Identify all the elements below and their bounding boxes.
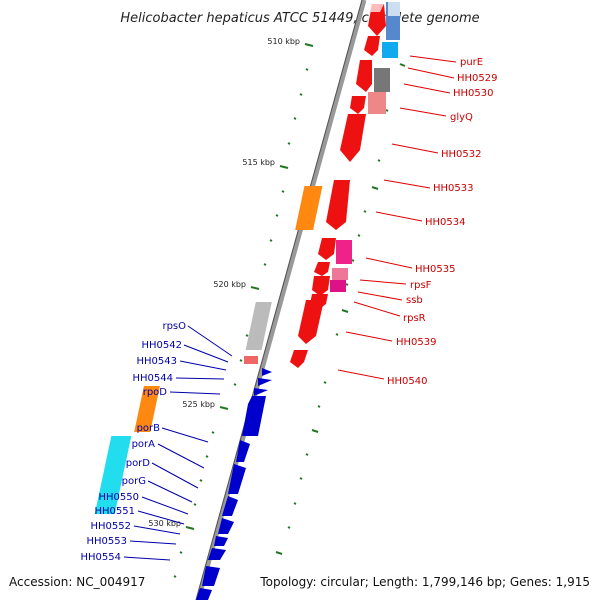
- scale-label-530: 530 kbp: [148, 519, 181, 528]
- scale-tick-515: [279, 165, 289, 169]
- gene-HH0552[interactable]: [202, 566, 220, 586]
- label-HH0540[interactable]: HH0540: [387, 376, 428, 387]
- gene-HH0534-orange[interactable]: [295, 186, 323, 230]
- label-porD[interactable]: porD: [126, 458, 151, 469]
- label-HH0550[interactable]: HH0550: [99, 492, 140, 503]
- gene-HH0532[interactable]: [350, 96, 366, 114]
- label-HH0533[interactable]: HH0533: [433, 183, 474, 194]
- gene-HH0543[interactable]: [258, 378, 272, 386]
- gene-HH0535[interactable]: [318, 238, 336, 260]
- gene-ssb-magenta[interactable]: [330, 280, 346, 292]
- gene-HH0532-pink[interactable]: [368, 92, 386, 114]
- scale-tick-530: [185, 526, 195, 530]
- gene-purE-light[interactable]: [370, 4, 384, 12]
- gene-porB[interactable]: [236, 440, 250, 462]
- gene-porD[interactable]: [222, 496, 238, 516]
- scale-label-510: 510 kbp: [267, 37, 300, 46]
- map-title: Helicobacter hepaticus ATCC 51449, compl…: [120, 11, 479, 26]
- gene-rpsF-pink[interactable]: [332, 268, 348, 280]
- label-porG[interactable]: porG: [122, 476, 146, 487]
- gene-HH0530-cyan[interactable]: [382, 42, 398, 58]
- label-HH0534[interactable]: HH0534: [425, 217, 466, 228]
- gene-HH0550[interactable]: [214, 536, 228, 546]
- label-rpsR[interactable]: rpsR: [403, 313, 426, 324]
- label-purE[interactable]: purE: [460, 57, 483, 68]
- scale-tick-520: [250, 286, 260, 290]
- scale-label-520: 520 kbp: [213, 280, 246, 289]
- label-HH0532[interactable]: HH0532: [441, 149, 482, 160]
- label-HH0551[interactable]: HH0551: [95, 506, 136, 517]
- scale-label-525: 525 kbp: [182, 400, 215, 409]
- gene-HH0535-magenta[interactable]: [336, 240, 352, 264]
- label-HH0530[interactable]: HH0530: [453, 88, 494, 99]
- gene-HH0553[interactable]: [196, 588, 212, 600]
- gene-rpsO[interactable]: [244, 356, 258, 364]
- label-HH0552[interactable]: HH0552: [91, 521, 132, 532]
- gene-HH0533[interactable]: [340, 114, 366, 162]
- label-HH0529[interactable]: HH0529: [457, 73, 498, 84]
- gene-porA[interactable]: [228, 464, 246, 494]
- label-HH0544[interactable]: HH0544: [133, 373, 174, 384]
- label-HH0542[interactable]: HH0542: [142, 340, 183, 351]
- scale-tick-525: [219, 406, 229, 410]
- gene-rpsF[interactable]: [314, 262, 330, 276]
- scale-tick-510: [304, 43, 314, 47]
- minor-ticks-right: [275, 63, 406, 555]
- gene-HH0529-blue-light[interactable]: [388, 2, 400, 16]
- accession-text: Accession: NC_004917: [9, 575, 145, 589]
- topology-text: Topology: circular; Length: 1,799,146 bp…: [259, 575, 590, 589]
- gene-glyQ[interactable]: [356, 60, 372, 92]
- minor-ticks-left: [173, 68, 309, 578]
- gene-ssb[interactable]: [312, 276, 330, 296]
- gene-HH0540[interactable]: [290, 350, 308, 368]
- gene-HH0551[interactable]: [208, 548, 226, 560]
- label-HH0543[interactable]: HH0543: [137, 356, 178, 367]
- gene-HH0529[interactable]: [364, 36, 380, 56]
- label-porB[interactable]: porB: [137, 423, 161, 434]
- scale-label-515: 515 kbp: [242, 158, 275, 167]
- gene-HH0534[interactable]: [326, 180, 350, 230]
- label-rpsF[interactable]: rpsF: [410, 280, 432, 291]
- gene-porB-cyan[interactable]: [94, 436, 132, 514]
- forward-strand-genes: [245, 2, 400, 368]
- label-ssb[interactable]: ssb: [406, 295, 423, 306]
- reverse-labels: rpsO HH0542 HH0543 HH0544 rpoD porB porA…: [81, 321, 233, 563]
- gene-HH0544[interactable]: [254, 388, 268, 396]
- label-HH0539[interactable]: HH0539: [396, 337, 437, 348]
- gene-HH0539[interactable]: [298, 300, 324, 344]
- forward-labels: purE HH0529 HH0530 glyQ HH0532 HH0533 HH…: [337, 55, 498, 387]
- label-HH0535[interactable]: HH0535: [415, 264, 456, 275]
- label-HH0554[interactable]: HH0554: [81, 552, 122, 563]
- label-rpoD[interactable]: rpoD: [143, 387, 168, 398]
- gene-glyQ-gray[interactable]: [374, 68, 390, 92]
- label-rpsO[interactable]: rpsO: [162, 321, 186, 332]
- gene-rpoD[interactable]: [242, 396, 266, 436]
- gene-HH0542[interactable]: [262, 368, 272, 376]
- label-porA[interactable]: porA: [132, 439, 156, 450]
- label-glyQ[interactable]: glyQ: [450, 112, 473, 123]
- gene-HH0539-gray[interactable]: [245, 302, 272, 350]
- gene-rpoD-orange[interactable]: [134, 386, 160, 432]
- reverse-strand-genes: [94, 356, 272, 600]
- label-HH0553[interactable]: HH0553: [87, 536, 128, 547]
- gene-porG[interactable]: [218, 518, 234, 534]
- genome-backbone: [195, 0, 367, 600]
- genome-backbone-edge: [195, 0, 363, 600]
